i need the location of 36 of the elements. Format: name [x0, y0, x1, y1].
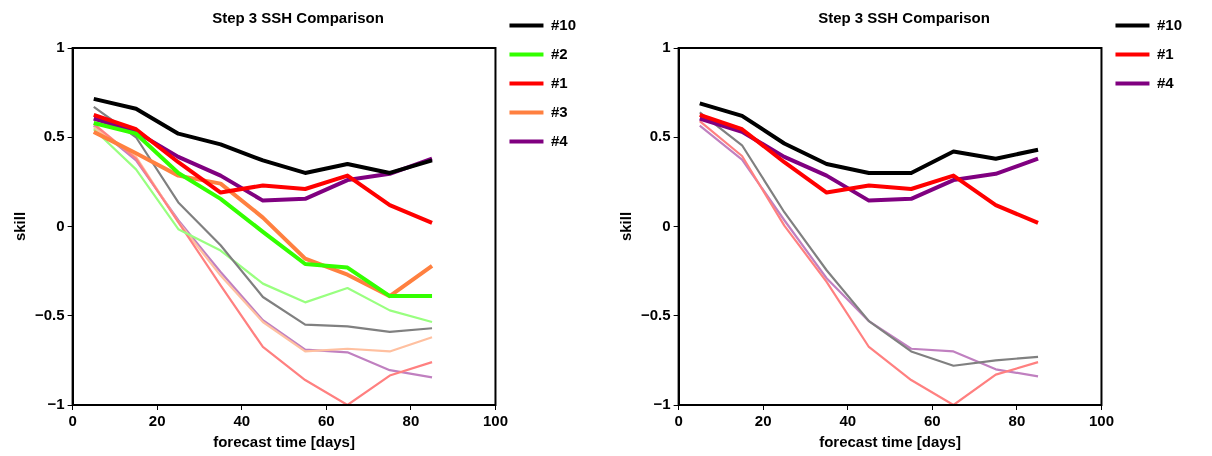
- legend-label: #1: [550, 73, 568, 91]
- y-tick-label: 0.5: [649, 127, 671, 145]
- legend-label: #10: [550, 15, 576, 33]
- x-axis-title: forecast time [days]: [213, 433, 355, 451]
- x-tick-label: 40: [233, 412, 251, 430]
- chart-title: Step 3 SSH Comparison: [818, 9, 990, 27]
- legend-label: #1: [1156, 44, 1174, 62]
- legend-label: #4: [1156, 73, 1175, 91]
- y-tick-label: 0: [56, 216, 65, 234]
- y-tick-label: 0.5: [43, 127, 65, 145]
- y-axis-title: skill: [617, 211, 635, 242]
- x-tick-label: 100: [482, 412, 508, 430]
- x-tick-label: 60: [923, 412, 941, 430]
- legend-label: #10: [1156, 15, 1182, 33]
- y-tick-label: 1: [56, 38, 65, 56]
- x-tick-label: 40: [839, 412, 857, 430]
- x-tick-label: 20: [754, 412, 772, 430]
- x-tick-label: 0: [674, 412, 683, 430]
- chart-title: Step 3 SSH Comparison: [212, 9, 384, 27]
- x-axis-title: forecast time [days]: [819, 433, 961, 451]
- y-axis-title: skill: [11, 211, 29, 242]
- legend-label: #3: [550, 102, 568, 120]
- x-tick-label: 20: [148, 412, 166, 430]
- x-tick-label: 100: [1088, 412, 1114, 430]
- y-tick-label: −0.5: [34, 305, 65, 323]
- legend-label: #2: [550, 44, 568, 62]
- x-tick-label: 80: [1008, 412, 1026, 430]
- y-tick-label: −1: [653, 395, 671, 413]
- x-tick-label: 80: [402, 412, 420, 430]
- y-tick-label: 0: [662, 216, 671, 234]
- x-tick-label: 60: [317, 412, 335, 430]
- x-tick-label: 0: [68, 412, 77, 430]
- legend-label: #4: [550, 131, 569, 149]
- y-tick-label: −0.5: [640, 305, 671, 323]
- y-tick-label: −1: [47, 395, 65, 413]
- y-tick-label: 1: [662, 38, 671, 56]
